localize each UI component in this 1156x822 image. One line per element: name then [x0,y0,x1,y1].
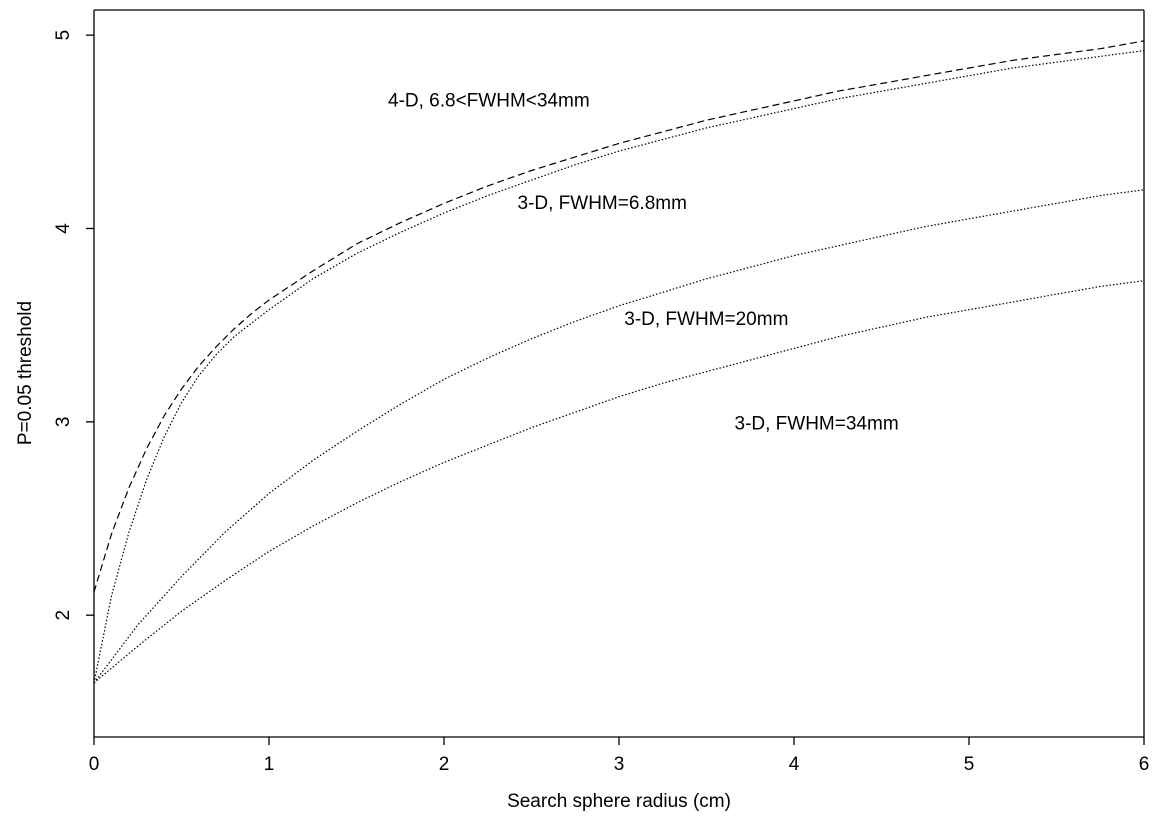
y-tick-label: 5 [53,30,74,41]
series-line-4 [93,280,1145,684]
x-tick-label: 0 [89,754,100,775]
series-line-1 [93,40,1145,593]
series-annotation-4: 3-D, FWHM=34mm [735,414,899,435]
series-line-2 [93,50,1145,684]
x-tick-label: 5 [964,754,975,775]
x-tick-label: 6 [1139,754,1150,775]
series-annotation-3: 3-D, FWHM=20mm [624,309,788,330]
series-annotation-2: 3-D, FWHM=6.8mm [518,193,687,214]
x-tick-label: 2 [439,754,450,775]
y-axis-title: P=0.05 threshold [15,301,36,445]
plot-area: 4-D, 6.8<FWHM<34mm 3-D, FWHM=6.8mm 3-D, FW… [53,9,1150,775]
x-tick-label: 1 [264,754,275,775]
y-axis-ticks: 2 3 4 5 [53,30,94,621]
x-tick-label: 3 [614,754,625,775]
y-tick-label: 4 [53,223,74,234]
x-axis-ticks: 0 1 2 3 4 5 6 [89,737,1150,775]
series-line-3 [93,189,1145,684]
x-tick-label: 4 [789,754,800,775]
series-layer [93,40,1145,684]
y-tick-label: 2 [53,610,74,621]
series-annotation-1: 4-D, 6.8<FWHM<34mm [388,91,590,112]
annotation-layer: 4-D, 6.8<FWHM<34mm 3-D, FWHM=6.8mm 3-D, FW… [388,91,899,435]
x-axis-title: Search sphere radius (cm) [507,791,731,812]
y-tick-label: 3 [53,417,74,428]
